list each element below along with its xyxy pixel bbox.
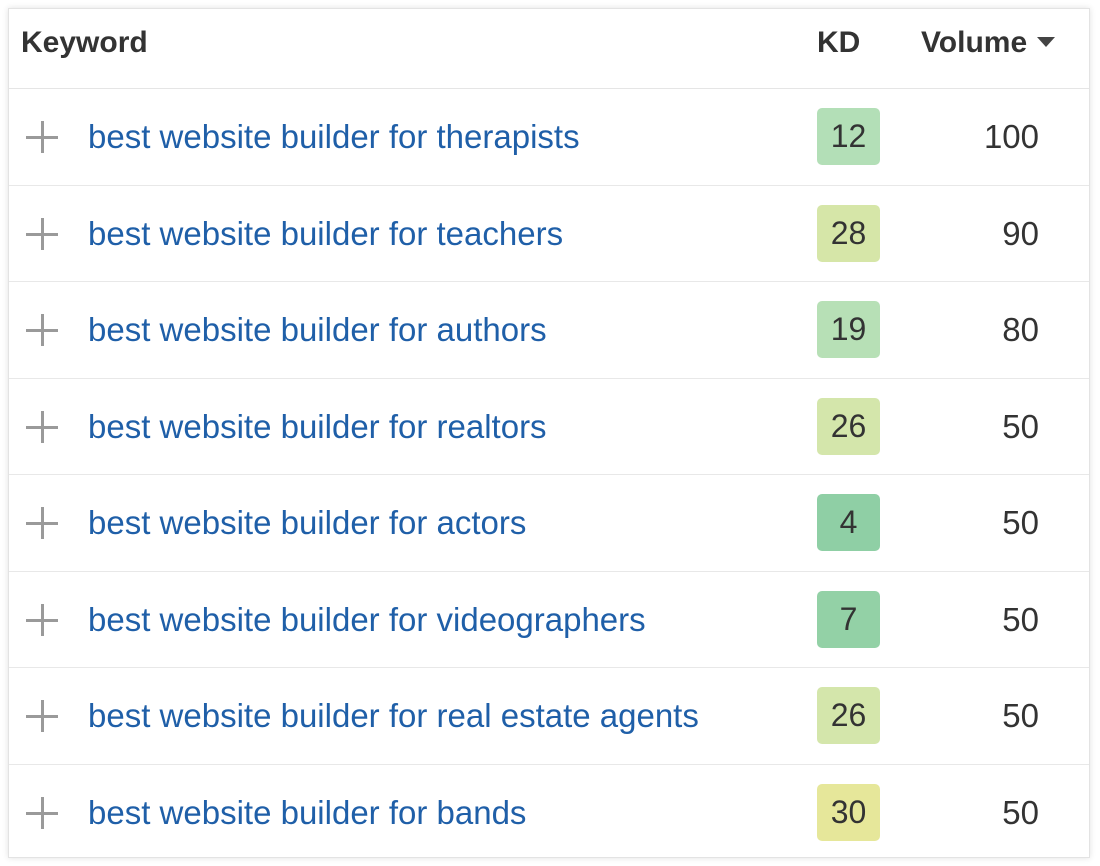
kd-badge: 4 (817, 494, 880, 551)
table-row: best website builder for teachers 28 90 (9, 186, 1089, 282)
volume-value: 50 (1002, 793, 1039, 831)
plus-icon[interactable] (26, 217, 58, 250)
volume-value: 50 (1002, 600, 1039, 638)
plus-icon[interactable] (26, 121, 58, 153)
keyword-link[interactable]: best website builder for therapists (88, 118, 580, 155)
kd-badge: 19 (817, 301, 880, 358)
volume-value: 90 (1002, 214, 1039, 252)
kd-badge: 26 (817, 397, 880, 455)
volume-value: 50 (1002, 697, 1039, 734)
keyword-link[interactable]: best website builder for authors (88, 311, 547, 348)
kd-column-header[interactable]: KD (817, 26, 861, 59)
volume-column-header[interactable]: Volume (921, 26, 1056, 60)
plus-icon[interactable] (26, 507, 58, 539)
kd-badge: 7 (817, 590, 880, 648)
plus-icon[interactable] (26, 410, 58, 443)
keyword-column-header[interactable]: Keyword (21, 26, 148, 59)
volume-value: 50 (1002, 504, 1039, 541)
volume-value: 100 (983, 118, 1039, 155)
table-row: best website builder for actors 4 50 (9, 475, 1089, 572)
kd-badge: 30 (817, 783, 880, 841)
table-row: best website builder for bands 30 50 (9, 765, 1089, 862)
volume-value: 80 (1002, 311, 1039, 348)
kd-badge: 26 (817, 687, 880, 744)
caret-down-icon[interactable] (1037, 37, 1056, 47)
keyword-link[interactable]: best website builder for realtors (88, 407, 547, 445)
table-row: best website builder for authors 19 80 (9, 282, 1089, 379)
table-row: best website builder for realtors 26 50 (9, 379, 1089, 475)
volume-column-label: Volume (921, 26, 1028, 59)
keyword-link[interactable]: best website builder for real estate age… (88, 697, 699, 734)
volume-value: 50 (1002, 407, 1039, 445)
table-row: best website builder for real estate age… (9, 668, 1089, 765)
plus-icon[interactable] (26, 700, 58, 732)
plus-icon[interactable] (26, 314, 58, 346)
plus-icon[interactable] (26, 796, 58, 829)
keyword-link[interactable]: best website builder for teachers (88, 214, 564, 252)
keyword-link[interactable]: best website builder for actors (88, 504, 527, 541)
keyword-link[interactable]: best website builder for bands (88, 793, 527, 831)
plus-icon[interactable] (26, 603, 58, 636)
kd-badge: 28 (817, 204, 880, 262)
table-header: Keyword KD Volume (9, 9, 1089, 89)
keyword-link[interactable]: best website builder for videographers (88, 600, 646, 638)
table-row: best website builder for videographers 7… (9, 572, 1089, 668)
keyword-table: Keyword KD Volume best website builder f… (8, 8, 1090, 858)
table-row: best website builder for therapists 12 1… (9, 89, 1089, 186)
kd-badge: 12 (817, 108, 880, 165)
table-body: best website builder for therapists 12 1… (9, 89, 1089, 861)
